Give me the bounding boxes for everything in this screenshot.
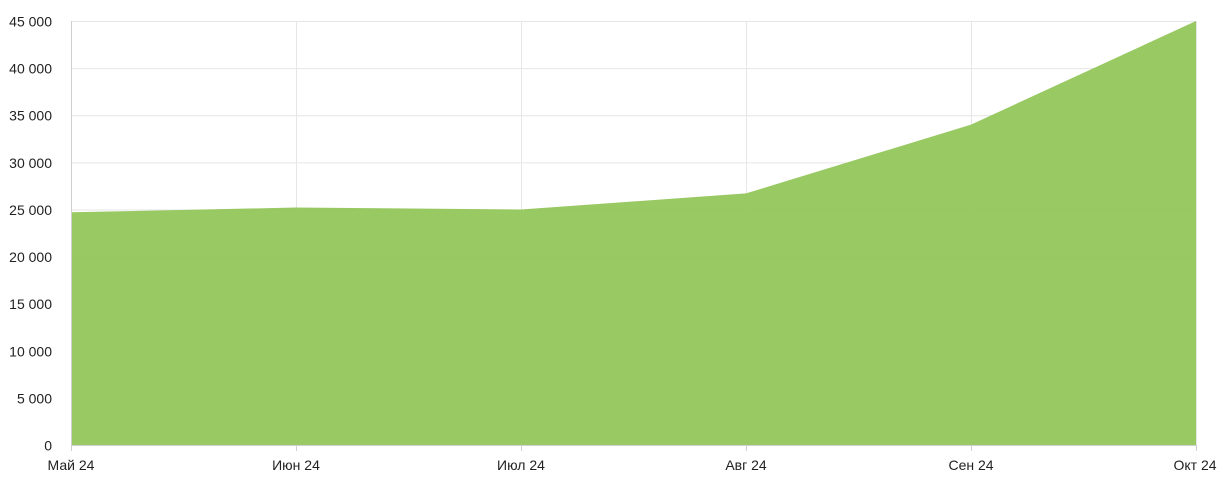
y-tick-label: 10 000 (9, 343, 52, 359)
y-tick-label: 35 000 (9, 108, 52, 124)
area-series-fill (71, 21, 1196, 445)
y-tick-label: 15 000 (9, 296, 52, 312)
y-tick-label: 20 000 (9, 249, 52, 265)
x-tick-label: Окт 24 (1173, 457, 1216, 473)
y-tick-label: 45 000 (9, 14, 52, 30)
y-tick-label: 30 000 (9, 155, 52, 171)
x-tick-label: Сен 24 (948, 457, 993, 473)
x-tick-label: Май 24 (48, 457, 95, 473)
y-tick-label: 0 (44, 438, 52, 454)
x-tick-label: Авг 24 (725, 457, 767, 473)
y-axis-tick-labels: 0 5 000 10 000 15 000 20 000 25 000 30 000 35 0… (9, 14, 52, 454)
x-tick-label: Июн 24 (272, 457, 320, 473)
chart-plot-area (71, 21, 1196, 445)
chart-axes (71, 21, 1197, 451)
y-tick-label: 25 000 (9, 202, 52, 218)
y-tick-label: 5 000 (17, 390, 52, 406)
y-tick-label: 40 000 (9, 61, 52, 77)
x-axis-tick-labels: Май 24 Июн 24 Июл 24 Авг 24 Сен 24 Окт 24 (48, 457, 1217, 473)
x-tick-label: Июл 24 (497, 457, 545, 473)
